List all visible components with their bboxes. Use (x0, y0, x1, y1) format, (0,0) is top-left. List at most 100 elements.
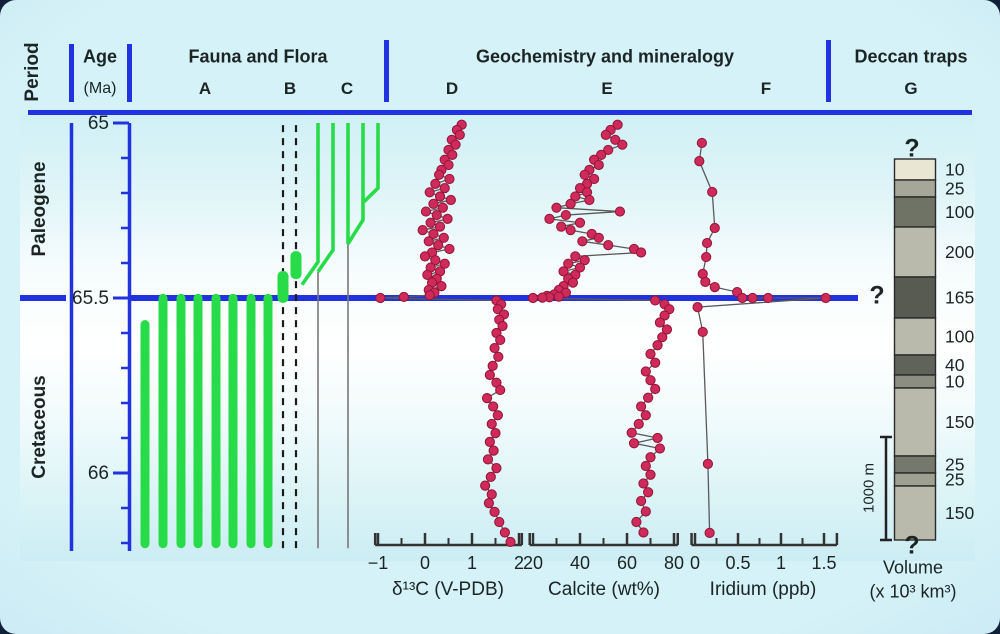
data-point (424, 290, 435, 301)
data-point (423, 236, 434, 247)
data-point (527, 292, 539, 304)
origination-line (362, 123, 380, 204)
data-point (643, 392, 654, 403)
data-point (709, 222, 720, 234)
data-point (436, 281, 447, 292)
data-point (438, 232, 449, 243)
data-point (445, 194, 456, 206)
volume-value-label: 100 (945, 327, 974, 347)
data-point (701, 237, 713, 249)
data-point (747, 292, 758, 304)
data-point (638, 527, 649, 538)
data-point (454, 129, 465, 140)
data-point (643, 487, 654, 498)
species-range-bar (158, 293, 168, 549)
age-tick-label: 66 (88, 463, 109, 484)
data-point (486, 489, 497, 500)
data-point (570, 191, 581, 202)
data-point (593, 159, 604, 171)
data-point (488, 401, 499, 412)
data-point (495, 384, 506, 396)
data-point (488, 445, 499, 456)
data-point (697, 326, 708, 338)
data-point (650, 357, 661, 368)
x-tick-label: 20 (523, 553, 543, 573)
data-point (483, 498, 495, 509)
data-point (490, 428, 501, 439)
volume-value-label: 25 (945, 470, 964, 490)
data-point (701, 251, 712, 263)
data-point (544, 213, 555, 224)
data-point (430, 255, 441, 266)
data-point (431, 209, 442, 221)
data-point (434, 221, 446, 232)
data-point (570, 251, 581, 262)
strat-layer (893, 472, 937, 487)
strat-layer (893, 485, 937, 541)
data-point (596, 149, 607, 160)
data-point (495, 334, 506, 346)
data-point (603, 144, 614, 156)
data-point (567, 277, 579, 288)
data-point (707, 186, 718, 198)
data-point (820, 292, 831, 304)
data-point (563, 258, 574, 269)
volume-value-label: 10 (945, 160, 965, 180)
data-point (614, 206, 626, 217)
data-point (480, 480, 491, 491)
data-point (574, 262, 586, 273)
x-tick-label: 1.5 (811, 553, 836, 573)
data-point (603, 240, 614, 251)
volume-value-label: 150 (945, 412, 974, 432)
data-point (537, 292, 548, 303)
strat-layer (893, 354, 937, 376)
x-tick-label: 80 (664, 553, 684, 573)
data-point (617, 139, 628, 150)
volume-value-label: 40 (945, 355, 965, 375)
strat-layer (893, 317, 937, 356)
strat-layer (893, 374, 937, 389)
data-point (652, 432, 663, 444)
data-point (505, 536, 516, 548)
species-range-bar (193, 293, 203, 549)
data-point (628, 438, 640, 449)
data-point (657, 332, 668, 343)
data-point (428, 198, 439, 209)
data-point (439, 258, 450, 269)
data-point (433, 240, 444, 251)
data-point (694, 156, 705, 167)
data-point (494, 516, 505, 528)
data-point (640, 410, 651, 421)
species-range-bar (228, 293, 238, 549)
x-tick-label: 0 (420, 553, 430, 573)
data-point (633, 418, 644, 430)
data-point (579, 169, 590, 180)
data-point (600, 129, 611, 140)
data-point (484, 369, 495, 381)
data-point (424, 187, 435, 198)
data-point (640, 366, 651, 377)
data-point (579, 255, 590, 266)
data-point (704, 527, 715, 538)
data-point (631, 516, 642, 528)
data-point (484, 436, 495, 447)
data-point (375, 292, 386, 304)
x-tick-label: 0 (690, 553, 700, 573)
species-range-bar (176, 293, 186, 549)
origination-line (300, 123, 320, 286)
data-point (450, 139, 461, 150)
data-point (652, 340, 663, 351)
volume-value-label: 10 (945, 372, 965, 392)
data-point (489, 342, 500, 354)
x-tick-label: 1 (467, 553, 477, 573)
data-point (419, 251, 431, 262)
data-point (398, 291, 409, 303)
data-point (485, 471, 496, 482)
data-point (650, 295, 661, 306)
data-point (497, 320, 508, 332)
data-point (486, 418, 497, 430)
x-tick-label: 1 (776, 553, 786, 573)
data-point (702, 458, 714, 469)
data-point (420, 206, 432, 217)
